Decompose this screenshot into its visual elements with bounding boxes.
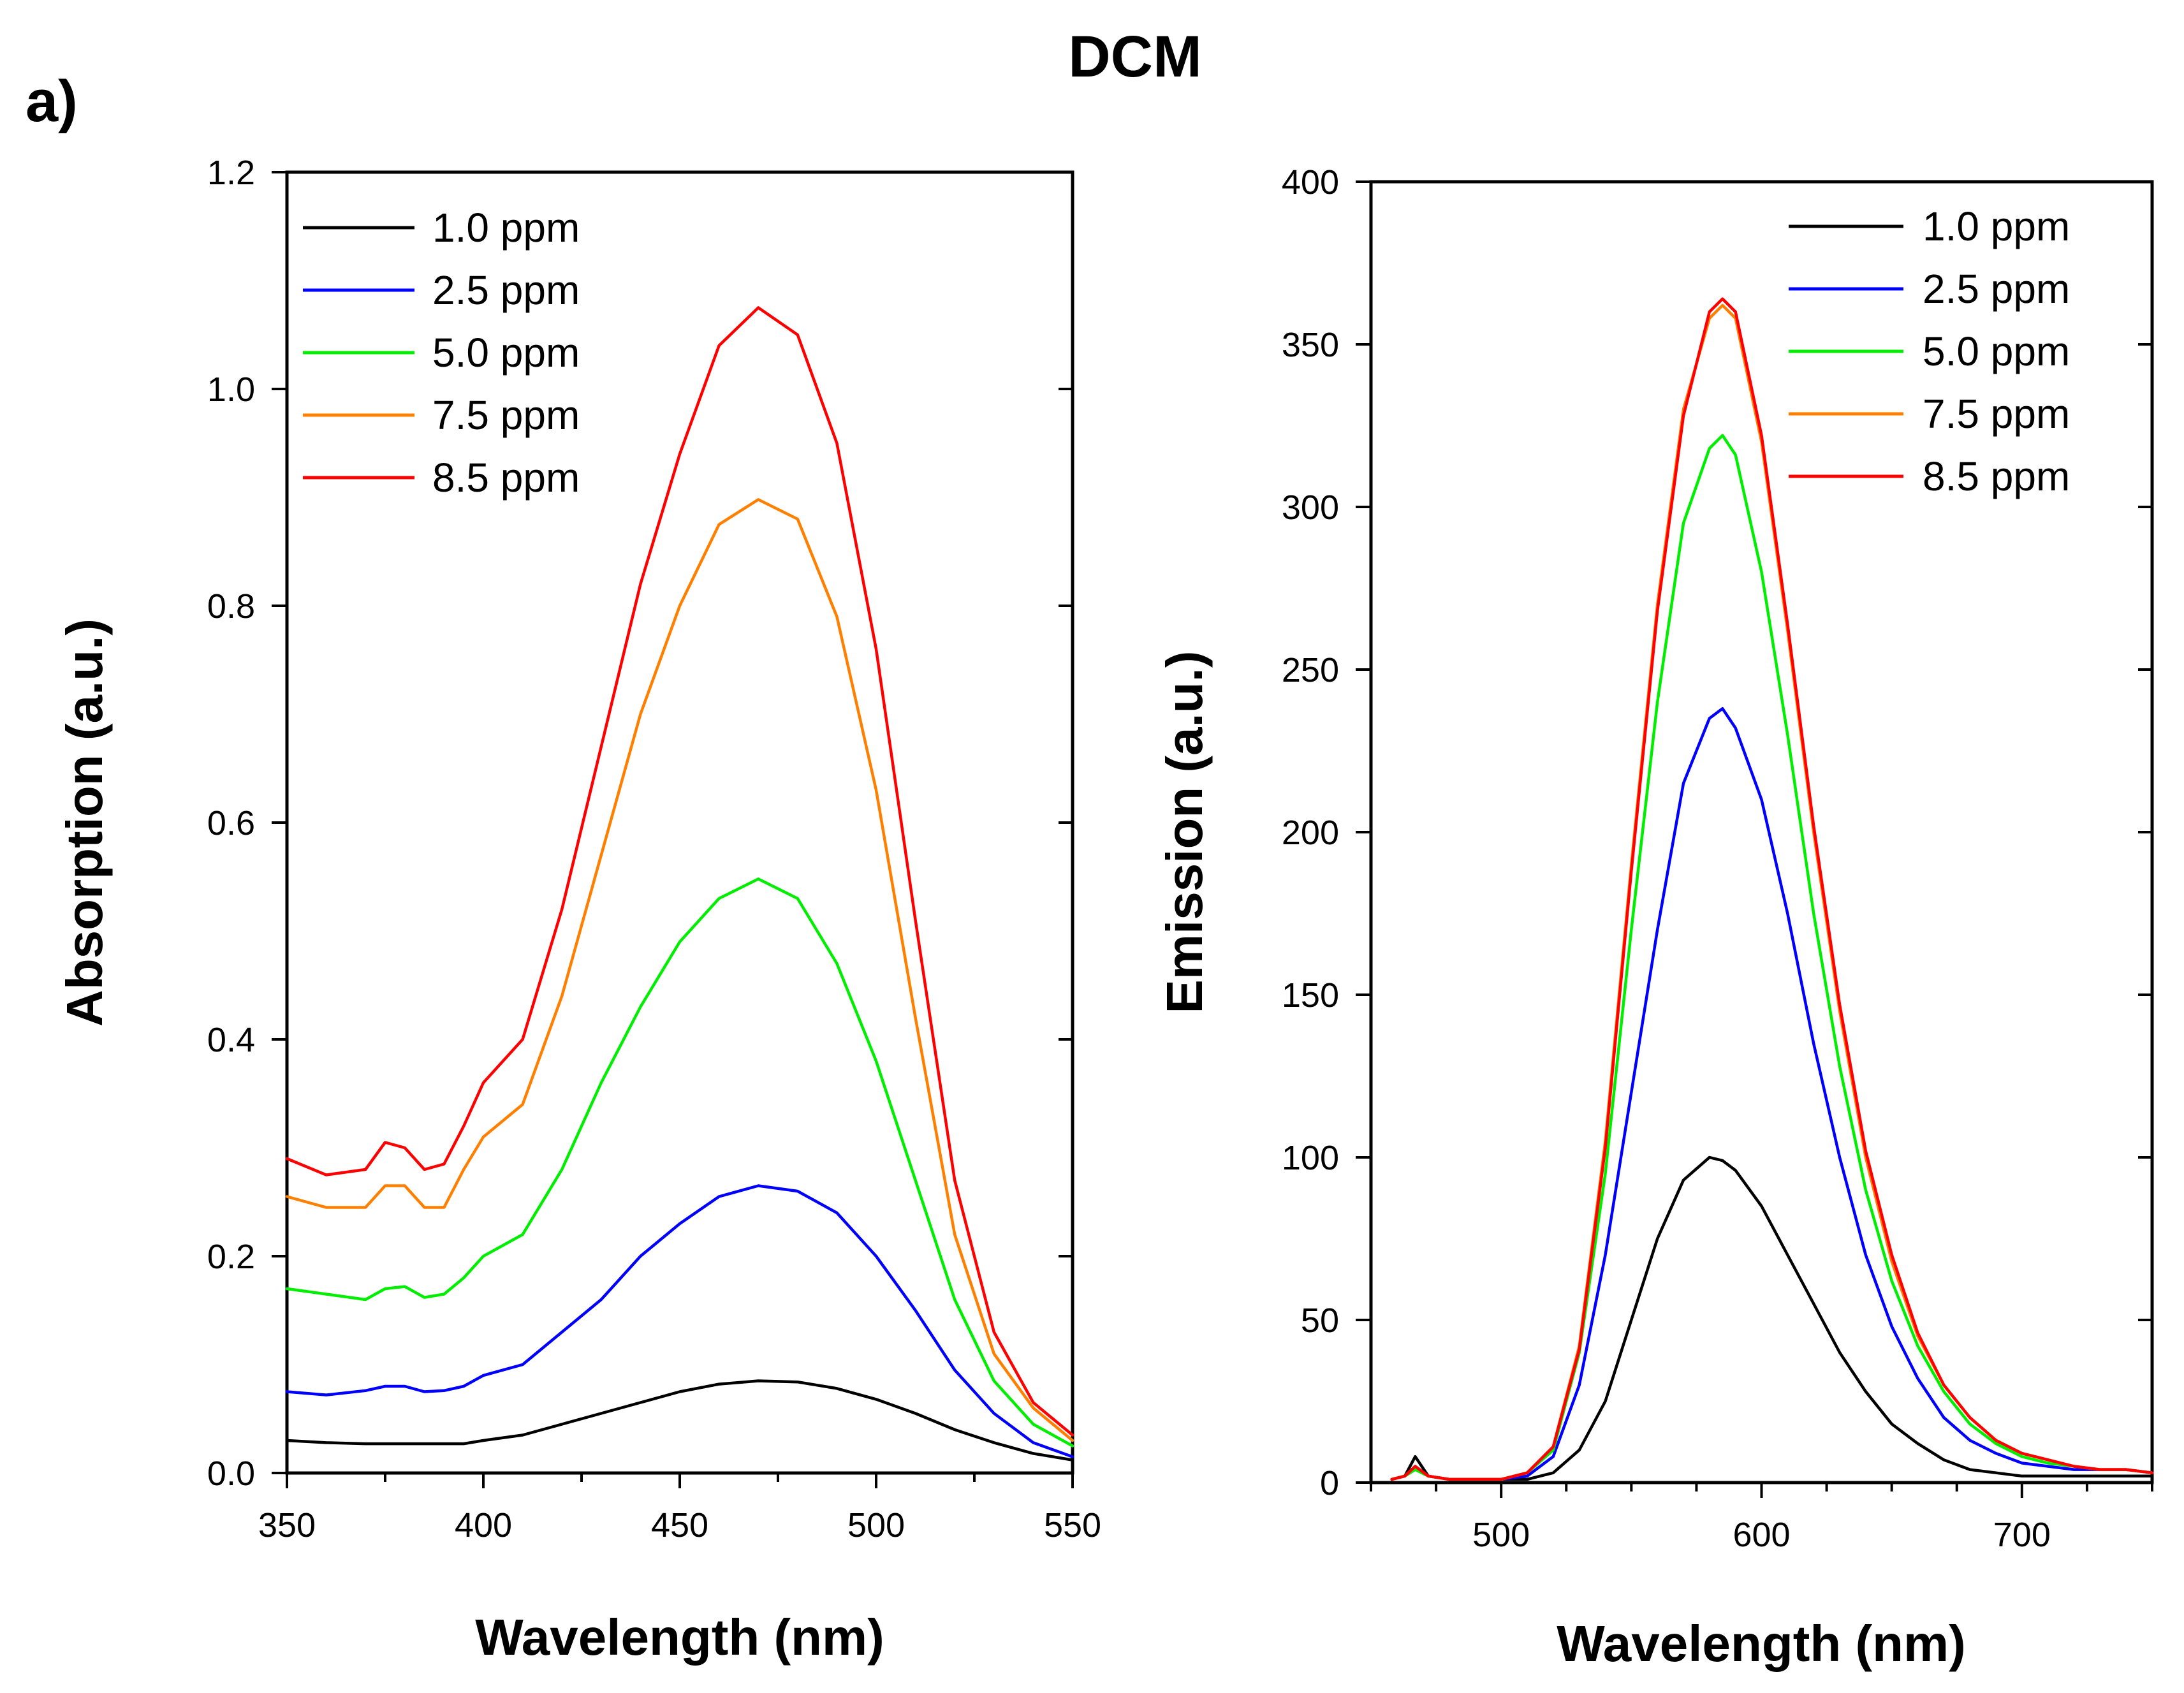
emission-series-line (1390, 1155, 2154, 1481)
absorption-series-line (285, 498, 1074, 1442)
emission-legend-label: 5.0 ppm (1923, 328, 2070, 374)
emission-y-tick-label: 200 (1282, 814, 1339, 852)
absorption-y-tick-label: 1.2 (207, 154, 255, 192)
emission-legend-label: 1.0 ppm (1923, 203, 2070, 249)
emission-x-tick-label: 700 (1993, 1516, 2051, 1554)
absorption-legend-label: 1.0 ppm (432, 205, 580, 251)
emission-y-tick-label: 250 (1282, 651, 1339, 689)
emission-y-axis-title: Emission (a.u.) (1156, 651, 1213, 1014)
figure-title: DCM (1068, 24, 1202, 89)
emission-plot-frame (1369, 180, 2154, 1484)
emission-x-tick-label: 500 (1472, 1516, 1530, 1554)
absorption-y-tick-label: 0.6 (207, 804, 255, 842)
absorption-x-tick-label: 450 (651, 1506, 708, 1544)
absorption-chart: 350 400 450 500 550 0.0 0.2 0.4 0.6 0.8 1.0 1.2 1.0… (56, 154, 1101, 1666)
absorption-series-line (285, 306, 1074, 1437)
absorption-y-tick-label: 0.2 (207, 1238, 255, 1276)
absorption-x-tick-label: 400 (455, 1506, 512, 1544)
emission-legend-label: 7.5 ppm (1923, 391, 2070, 437)
absorption-x-axis-title: Wavelength (nm) (475, 1609, 884, 1666)
panel-label: a) (26, 69, 78, 134)
absorption-y-tick-label: 0.4 (207, 1021, 255, 1059)
absorption-y-axis-title: Absorption (a.u.) (56, 619, 113, 1027)
absorption-series-group (285, 306, 1074, 1462)
absorption-legend: 1.0 ppm 2.5 ppm 5.0 ppm 7.5 ppm 8.5 ppm (303, 205, 580, 501)
absorption-legend-label: 2.5 ppm (432, 267, 580, 313)
emission-x-axis-title: Wavelength (nm) (1557, 1615, 1965, 1672)
absorption-legend-label: 5.0 ppm (432, 330, 580, 376)
emission-series-group (1390, 297, 2154, 1481)
absorption-series-line (285, 1379, 1074, 1462)
absorption-axis-ticks: 350 400 450 500 550 0.0 0.2 0.4 0.6 0.8 1.0 1.2 (207, 154, 1101, 1544)
absorption-series-line (285, 877, 1074, 1447)
absorption-series-line (285, 1184, 1074, 1458)
emission-legend-label: 8.5 ppm (1923, 453, 2070, 499)
absorption-x-tick-label: 500 (847, 1506, 905, 1544)
emission-y-tick-label: 100 (1282, 1139, 1339, 1177)
emission-series-line (1390, 707, 2154, 1481)
absorption-legend-label: 8.5 ppm (432, 455, 580, 501)
absorption-y-tick-label: 0.0 (207, 1455, 255, 1493)
emission-series-line (1390, 434, 2154, 1481)
emission-x-tick-label: 600 (1733, 1516, 1790, 1554)
absorption-legend-label: 7.5 ppm (432, 392, 580, 438)
emission-y-tick-label: 300 (1282, 488, 1339, 527)
emission-y-tick-label: 350 (1282, 326, 1339, 364)
absorption-plot-frame (285, 170, 1074, 1475)
emission-axis-ticks: 500 600 700 0 50 100 150 200 250 300 350 400 (1282, 163, 2153, 1554)
emission-legend: 1.0 ppm 2.5 ppm 5.0 ppm 7.5 ppm 8.5 ppm (1789, 203, 2070, 499)
emission-y-tick-label: 50 (1301, 1301, 1339, 1340)
emission-legend-label: 2.5 ppm (1923, 266, 2070, 312)
emission-chart: 500 600 700 0 50 100 150 200 250 300 350 400 1.0 pp… (1156, 163, 2154, 1672)
emission-y-tick-label: 150 (1282, 976, 1339, 1015)
emission-series-line (1390, 297, 2154, 1481)
emission-y-tick-label: 0 (1320, 1464, 1339, 1502)
absorption-x-tick-label: 550 (1044, 1506, 1101, 1544)
absorption-x-tick-label: 350 (258, 1506, 316, 1544)
absorption-y-tick-label: 1.0 (207, 370, 255, 409)
emission-y-tick-label: 400 (1282, 163, 1339, 202)
absorption-y-tick-label: 0.8 (207, 587, 255, 626)
